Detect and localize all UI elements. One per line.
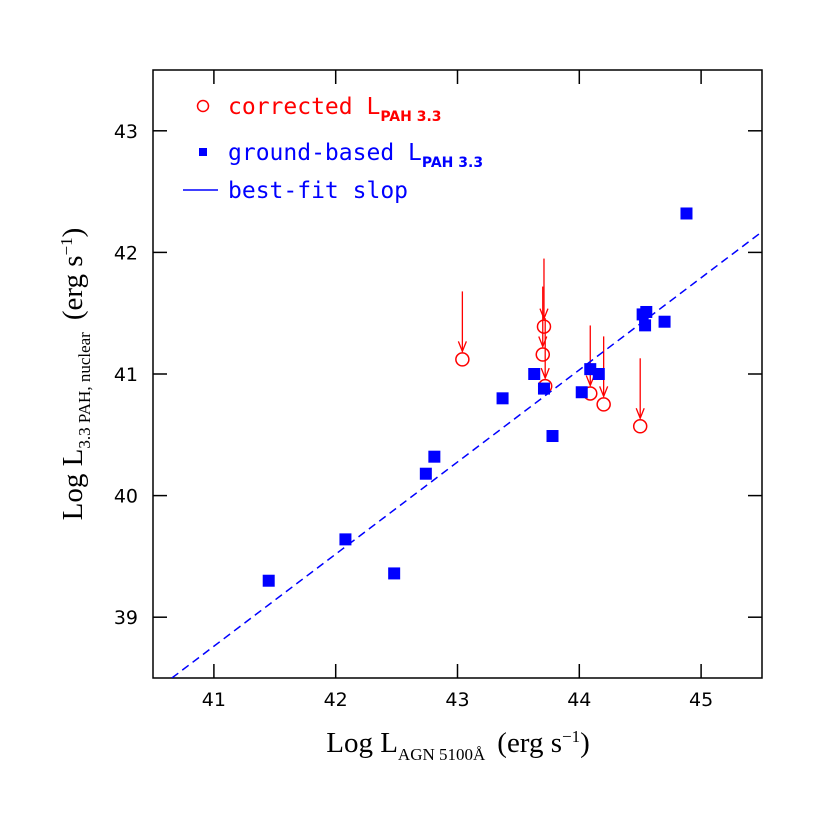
y-tick-label: 40	[114, 486, 138, 508]
x-label-end: )	[580, 727, 590, 759]
y-label-end: )	[57, 228, 89, 238]
legend-label: ground-based LPAH 3.3	[228, 140, 483, 171]
y-tick-label: 42	[114, 242, 138, 264]
point	[536, 319, 552, 334]
limit-arrowhead	[539, 308, 549, 321]
y-label-unit: (erg s	[57, 255, 89, 320]
legend-sub: PAH 3.3	[422, 155, 483, 171]
fit-line	[171, 231, 762, 678]
legend-marker	[196, 99, 210, 113]
limit-arrowhead	[540, 367, 550, 380]
legend-name: ground-based L	[228, 140, 422, 166]
limit-arrowhead	[599, 386, 609, 399]
y-label-main: Log L	[57, 449, 89, 521]
point	[388, 567, 401, 580]
point	[528, 368, 541, 380]
legend-name: corrected L	[228, 94, 380, 120]
legend-name: best-fit slop	[228, 178, 408, 204]
point	[537, 382, 550, 395]
y-label-sub: 3.3 PAH, nuclear	[75, 332, 94, 449]
x-label-main: Log L	[326, 727, 398, 759]
legend-sub: PAH 3.3	[380, 109, 441, 125]
point	[592, 368, 605, 380]
point	[658, 315, 671, 328]
point	[339, 533, 352, 546]
point	[546, 430, 559, 443]
point	[496, 392, 509, 405]
limit-arrowhead	[635, 408, 645, 421]
point	[680, 207, 693, 220]
point	[575, 386, 588, 399]
point	[455, 352, 470, 367]
x-tick-label: 42	[324, 689, 348, 711]
legend-label: corrected LPAH 3.3	[228, 94, 442, 125]
x-tick-label: 43	[445, 689, 469, 711]
y-tick-label: 43	[114, 121, 138, 143]
x-tick-label: 44	[567, 689, 591, 711]
limit-arrowhead	[457, 341, 467, 354]
point	[632, 419, 648, 434]
point	[419, 467, 432, 480]
point	[639, 319, 652, 332]
x-label-unit: (erg s	[497, 727, 562, 759]
legend-label: best-fit slop	[228, 178, 408, 204]
x-tick-label: 41	[202, 689, 226, 711]
point	[535, 347, 551, 362]
legend-marker	[199, 148, 207, 156]
y-tick-label: 39	[114, 607, 138, 629]
x-label-sub: AGN 5100Å	[398, 745, 486, 764]
y-tick-label: 41	[114, 364, 138, 386]
point	[640, 305, 653, 318]
x-axis-label: Log LAGN 5100Å (erg s−1)	[326, 727, 590, 764]
x-label-sup: −1	[562, 727, 580, 746]
x-tick-label: 45	[689, 689, 713, 711]
point	[262, 574, 275, 587]
y-label-sup: −1	[57, 237, 76, 255]
point	[428, 450, 441, 463]
point	[596, 397, 611, 412]
y-axis-label: Log L3.3 PAH, nuclear (erg s−1)	[57, 228, 94, 521]
